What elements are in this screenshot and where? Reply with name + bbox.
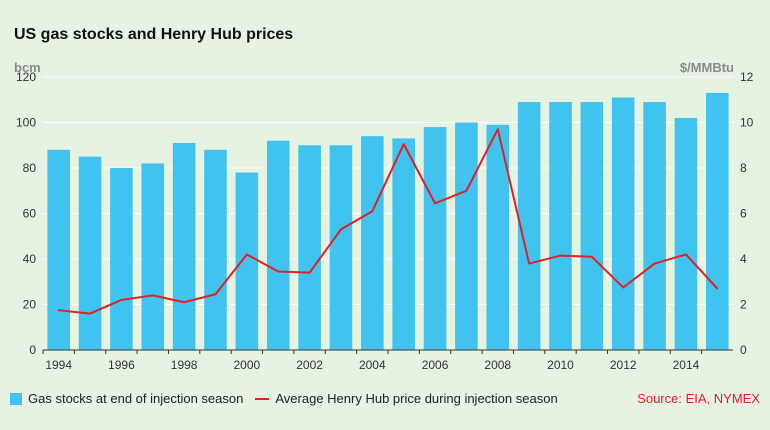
bar-2012 [611, 97, 635, 350]
price-point-2015 [716, 287, 719, 290]
x-tick-label: 2010 [547, 358, 574, 372]
y-left-tick-label: 80 [23, 161, 37, 175]
x-tick-label: 2006 [422, 358, 449, 372]
x-tick-label: 1994 [45, 358, 72, 372]
bar-2010 [549, 102, 572, 351]
x-tick-label: 2008 [484, 358, 511, 372]
bar-1999 [204, 149, 227, 350]
bar-2014 [674, 117, 698, 350]
bar-2003 [329, 145, 353, 350]
bar-1995 [78, 156, 102, 350]
bar-1997 [141, 163, 165, 350]
bar-2004 [361, 136, 384, 350]
y-left-tick-label: 20 [23, 298, 37, 312]
legend-label-price: Average Henry Hub price during injection… [275, 391, 558, 406]
price-line-path [58, 128, 719, 315]
x-tick-label: 2002 [296, 358, 323, 372]
bar-2002 [298, 145, 321, 350]
price-point-2003 [340, 228, 342, 231]
price-point-2000 [246, 253, 248, 256]
y-left-tick-label: 120 [16, 70, 36, 84]
y-right-tick-label: 4 [740, 252, 747, 266]
x-tick-label: 1998 [171, 358, 198, 372]
price-line [57, 128, 719, 315]
x-tick-label: 1996 [108, 358, 135, 372]
y-left-tick-label: 100 [16, 116, 36, 130]
bar-2005 [392, 138, 415, 350]
price-point-2006 [434, 202, 436, 205]
y-right-tick-label: 12 [740, 70, 754, 84]
y-left-tick-label: 0 [29, 343, 36, 357]
right-axis-unit: $/MMBtu [680, 60, 734, 75]
price-point-2010 [559, 254, 562, 257]
bar-1994 [47, 149, 70, 350]
bar-2000 [235, 172, 259, 350]
legend-label-stocks: Gas stocks at end of injection season [28, 391, 244, 406]
price-point-2004 [371, 210, 374, 213]
bar-1996 [110, 168, 133, 350]
y-right-tick-label: 0 [740, 343, 747, 357]
left-axis-unit: bcm [14, 60, 41, 75]
bar-2001 [266, 140, 290, 350]
y-right-tick-label: 8 [740, 161, 747, 175]
y-right-tick-label: 2 [740, 298, 747, 312]
price-point-2001 [277, 270, 280, 273]
price-point-2014 [685, 253, 687, 256]
bars [47, 92, 729, 351]
legend: Gas stocks at end of injection season Av… [10, 391, 760, 406]
x-tick-label: 2000 [234, 358, 261, 372]
price-point-1997 [151, 294, 154, 297]
x-tick-label: 2012 [610, 358, 637, 372]
bar-2007 [455, 122, 478, 350]
bar-2015 [706, 92, 729, 351]
price-point-2011 [591, 255, 593, 258]
bar-2006 [423, 127, 447, 350]
price-point-1994 [57, 309, 60, 311]
price-point-2008 [496, 128, 499, 131]
x-tick-label: 2014 [673, 358, 700, 372]
bar-2008 [486, 124, 510, 351]
price-point-2005 [402, 143, 405, 145]
bar-2013 [643, 102, 666, 351]
price-point-1999 [214, 293, 217, 296]
price-point-2012 [622, 286, 625, 289]
y-right-tick-label: 10 [740, 116, 754, 130]
x-tick-label: 2004 [359, 358, 386, 372]
price-point-2013 [653, 262, 656, 265]
chart-title: US gas stocks and Henry Hub prices [14, 26, 294, 43]
price-point-2009 [528, 262, 530, 265]
price-point-2002 [308, 271, 311, 274]
price-point-1995 [89, 312, 91, 315]
legend-bar-swatch [10, 392, 22, 405]
axes: 0 20 40 60 80 100 120 0 2 4 6 8 10 12 1994 1996 1998 2000… [16, 70, 754, 372]
price-point-1996 [120, 299, 123, 301]
legend-line-swatch [255, 397, 270, 400]
bar-2011 [580, 102, 604, 351]
source-note: Source: EIA, NYMEX [637, 391, 760, 406]
y-right-tick-label: 6 [740, 207, 747, 221]
y-left-tick-label: 40 [23, 252, 37, 266]
legend-item-price: Average Henry Hub price during injection… [255, 391, 558, 406]
legend-item-stocks: Gas stocks at end of injection season [10, 391, 243, 406]
bar-1998 [172, 142, 196, 350]
price-point-1998 [183, 301, 185, 304]
y-left-tick-label: 60 [23, 207, 37, 221]
bar-2009 [517, 102, 541, 351]
price-point-2007 [465, 189, 468, 192]
